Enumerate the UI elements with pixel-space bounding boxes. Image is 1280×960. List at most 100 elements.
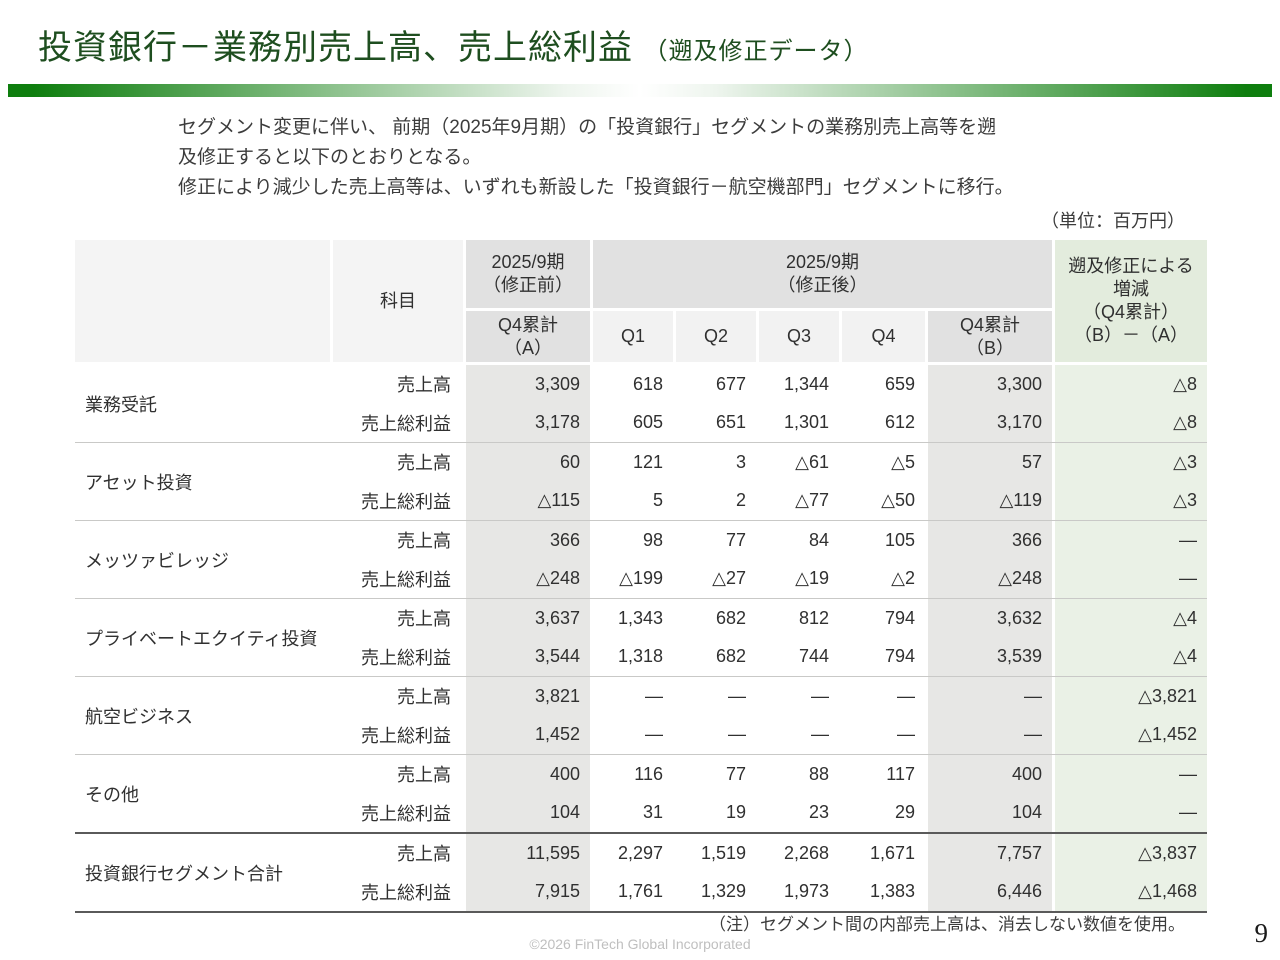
segment-name: プライベートエクイティ投資: [75, 599, 330, 676]
cell-sales-diff: △4: [1055, 599, 1207, 638]
cell-gp-a: △248: [466, 559, 590, 598]
segment-name: メッツァビレッジ: [75, 521, 330, 598]
cell-sales-q4: 794: [842, 599, 925, 638]
cell-gp-q4: 612: [842, 403, 925, 442]
cell-sales-q3: △61: [759, 443, 839, 482]
header-q3: Q3: [759, 311, 839, 362]
segment-name: その他: [75, 755, 330, 832]
cell-gp-q2: 682: [676, 637, 756, 676]
cell-gp-b: △248: [928, 559, 1052, 598]
revenue-table: 科目 2025/9期 （修正前） 2025/9期 （修正後） Q4累計 （A） …: [75, 240, 1207, 913]
cell-sales-q1: 2,297: [593, 834, 673, 873]
header-q4-total-b: Q4累計 （B）: [928, 311, 1052, 362]
cell-gp-q4: △50: [842, 481, 925, 520]
cell-gp-q1: 5: [593, 481, 673, 520]
cell-sales-q3: 84: [759, 521, 839, 560]
header-after-line2: （修正後）: [777, 275, 868, 295]
cell-sales-b: 3,632: [928, 599, 1052, 638]
cell-sales-a: 3,637: [466, 599, 590, 638]
cell-gp-b: 104: [928, 793, 1052, 832]
cell-gp-b: △119: [928, 481, 1052, 520]
unit-label: （単位：百万円）: [1041, 211, 1185, 231]
row-label-gross-profit: 売上総利益: [361, 882, 451, 903]
row-label-gross-profit: 売上総利益: [361, 647, 451, 668]
cell-sales-q2: 677: [676, 365, 756, 404]
cell-gp-diff: △3: [1055, 481, 1207, 520]
cell-gp-q2: △27: [676, 559, 756, 598]
header-before-revision: 2025/9期 （修正前）: [466, 240, 590, 308]
cell-sales-diff: △3: [1055, 443, 1207, 482]
cell-sales-q3: 88: [759, 755, 839, 794]
cell-gp-q4: △2: [842, 559, 925, 598]
row-label-sales: 売上高: [397, 609, 451, 630]
cell-gp-diff: △4: [1055, 637, 1207, 676]
header-diff-line1: 遡及修正による: [1068, 256, 1194, 276]
segment-name: 航空ビジネス: [75, 677, 330, 754]
cell-sales-b: 366: [928, 521, 1052, 560]
intro-paragraph: セグメント変更に伴い、 前期（2025年9月期）の「投資銀行」セグメントの業務別…: [178, 113, 1014, 203]
cell-sales-a: 60: [466, 443, 590, 482]
cell-sales-diff: △8: [1055, 365, 1207, 404]
table-row-group: プライベートエクイティ投資 売上高 3,637 1,343 682 812 79…: [75, 598, 1207, 676]
table-row-group: 業務受託 売上高 3,309 618 677 1,344 659 3,300 △…: [75, 365, 1207, 442]
row-label-sales: 売上高: [397, 765, 451, 786]
cell-gp-a: 104: [466, 793, 590, 832]
header-q4-total-a: Q4累計 （A）: [466, 311, 590, 362]
copyright: ©2026 FinTech Global Incorporated: [529, 936, 751, 952]
intro-line-2: 及修正すると以下のとおりとなる。: [178, 147, 482, 168]
table-row-group: アセット投資 売上高 60 121 3 △61 △5 57 △3 売上総利益 △…: [75, 442, 1207, 520]
cell-gp-diff: △8: [1055, 403, 1207, 442]
row-label-sales: 売上高: [397, 531, 451, 552]
row-label-gross-profit: 売上総利益: [361, 725, 451, 746]
cell-sales-q1: 618: [593, 365, 673, 404]
cell-sales-q2: 77: [676, 521, 756, 560]
row-label-sales: 売上高: [397, 375, 451, 396]
table-row-group: 航空ビジネス 売上高 3,821 ― ― ― ― ― △3,821 売上総利益 …: [75, 676, 1207, 754]
intro-line-1: セグメント変更に伴い、 前期（2025年9月期）の「投資銀行」セグメントの業務別…: [178, 117, 997, 138]
cell-gp-q2: 2: [676, 481, 756, 520]
table-row-group: その他 売上高 400 116 77 88 117 400 ― 売上総利益 10…: [75, 754, 1207, 832]
header-item-label: 科目: [380, 290, 416, 311]
cell-gp-q4: 1,383: [842, 872, 925, 911]
header-q2: Q2: [676, 311, 756, 362]
cell-sales-diff: △3,837: [1055, 834, 1207, 873]
cell-gp-q4: ―: [842, 715, 925, 754]
cell-gp-b: 3,170: [928, 403, 1052, 442]
cell-sales-a: 3,821: [466, 677, 590, 716]
cell-sales-q4: 659: [842, 365, 925, 404]
cell-gp-a: 7,915: [466, 872, 590, 911]
header-q4: Q4: [842, 311, 925, 362]
cell-sales-q1: 121: [593, 443, 673, 482]
header-before-line2: （修正前）: [483, 275, 573, 295]
cell-gp-q2: 651: [676, 403, 756, 442]
page-number: 9: [1254, 918, 1269, 948]
cell-gp-q1: 1,318: [593, 637, 673, 676]
header-before-line1: 2025/9期: [491, 252, 565, 272]
header-item-column: 科目: [333, 240, 463, 362]
cell-sales-q1: 116: [593, 755, 673, 794]
cell-gp-q1: ―: [593, 715, 673, 754]
page-title-main: 投資銀行－業務別売上高、売上総利益: [38, 29, 633, 67]
cell-gp-q3: 1,973: [759, 872, 839, 911]
cell-sales-b: 3,300: [928, 365, 1052, 404]
cell-sales-diff: ―: [1055, 755, 1207, 794]
table-header: 科目 2025/9期 （修正前） 2025/9期 （修正後） Q4累計 （A） …: [75, 240, 1207, 362]
cell-sales-q2: 3: [676, 443, 756, 482]
cell-gp-q1: 605: [593, 403, 673, 442]
cell-sales-b: 7,757: [928, 834, 1052, 873]
cell-sales-q2: 77: [676, 755, 756, 794]
header-a-line1: Q4累計: [497, 314, 558, 335]
cell-sales-q1: 1,343: [593, 599, 673, 638]
footnote: （注）セグメント間の内部売上高は、消去しない数値を使用。: [709, 915, 1185, 934]
cell-sales-a: 3,309: [466, 365, 590, 404]
cell-gp-b: 3,539: [928, 637, 1052, 676]
cell-gp-q3: 23: [759, 793, 839, 832]
cell-gp-diff: △1,468: [1055, 872, 1207, 911]
cell-gp-q1: 1,761: [593, 872, 673, 911]
cell-sales-q3: ―: [759, 677, 839, 716]
page-title-sub: （遡及修正データ）: [643, 38, 869, 65]
cell-sales-diff: ―: [1055, 521, 1207, 560]
cell-gp-q2: 19: [676, 793, 756, 832]
cell-sales-q1: 98: [593, 521, 673, 560]
segment-name: 投資銀行セグメント合計: [75, 834, 330, 911]
